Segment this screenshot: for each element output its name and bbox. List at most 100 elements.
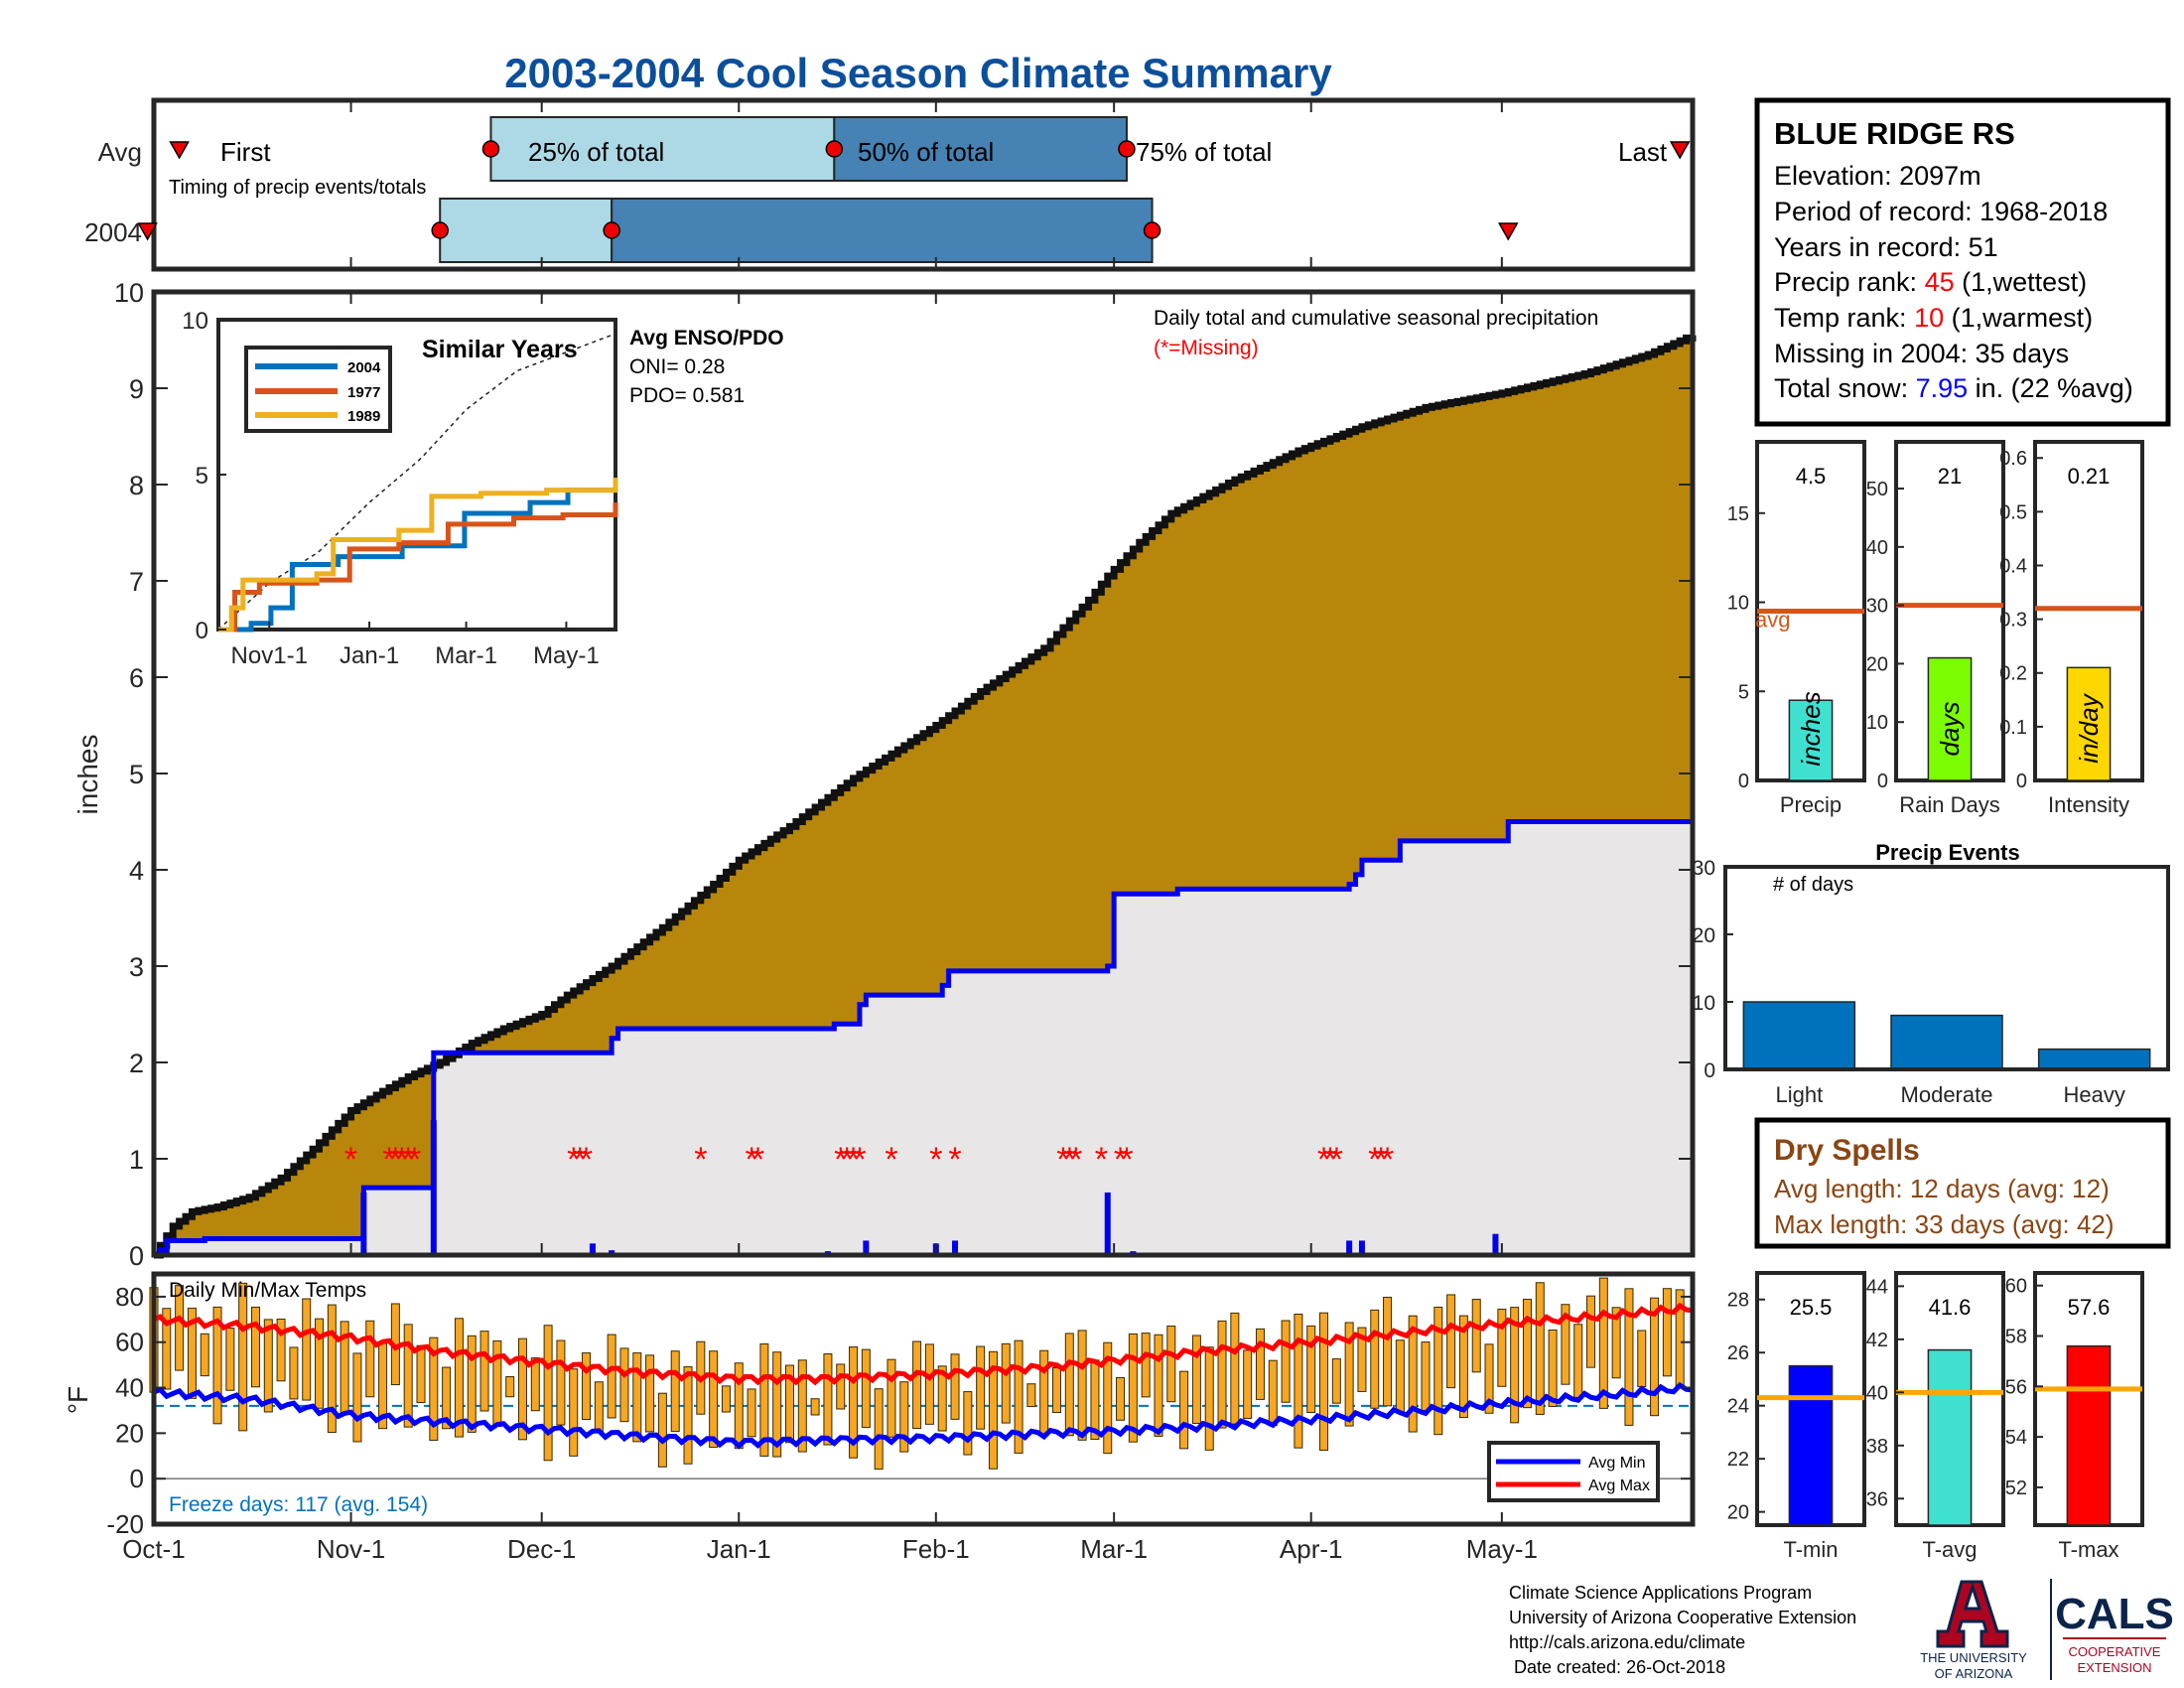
daily-temp-bar [709,1350,719,1449]
x-axis-date-label: Jan-1 [707,1534,771,1564]
timing-avg-pct-marker-0 [481,140,500,158]
daily-temp-bar [1255,1328,1265,1400]
panel-y-tick-label: 44 [1866,1276,1888,1298]
daily-temp-bar [530,1357,540,1412]
daily-temp-bar [315,1318,325,1409]
events-bar-light [1742,1001,1856,1070]
inset-series-2004 [218,488,615,633]
timing-avg-q2-box [833,116,1128,182]
missing-day-marker: * [1056,1141,1069,1179]
timing-pct75-label: 75% of total [1136,137,1272,167]
timing-2004-q2-box [611,198,1154,263]
daily-temp-bar [1370,1309,1380,1409]
daily-temp-bar [1586,1295,1596,1368]
panel-y-tick-label: 60 [2005,1276,2027,1298]
daily-temp-bar [1103,1341,1113,1455]
ua-logo-line2: OF ARIZONA [1935,1666,2013,1681]
inset-title: Similar Years [422,336,578,363]
panel-y-tick-label: 0.5 [1999,501,2027,523]
panel-y-tick-label: 50 [1866,479,1888,500]
daily-temp-bar [1484,1343,1494,1414]
inset-x-tick-label: Nov1-1 [231,642,308,669]
temp-y-tick-label: -20 [106,1509,144,1539]
inset-series-1977 [218,502,618,633]
main-y-tick-label: 4 [129,856,144,886]
daily-temp-bar [1624,1288,1634,1426]
temp-title: Daily Min/Max Temps [169,1279,366,1302]
daily-temp-bar [1637,1330,1647,1388]
panel-y-tick-label: 26 [1727,1342,1749,1364]
main-y-tick-label: 1 [129,1145,144,1175]
daily-temp-bar [556,1339,566,1426]
daily-temp-bar [162,1308,172,1390]
missing-day-marker: * [408,1141,421,1179]
daily-precip-bar [430,1120,437,1255]
missing-day-marker: * [382,1141,395,1179]
daily-temp-bar [1077,1330,1087,1441]
panel-y-tick-label: 56 [2005,1376,2027,1398]
timing-avg-pct-marker-2 [1118,140,1136,158]
panel-y-tick-label: 0 [1877,771,1888,792]
daily-temp-bar [1446,1294,1456,1389]
panel-y-tick-label: 24 [1727,1396,1749,1418]
daily-temp-bar [1306,1325,1316,1413]
avg-max-line [153,1302,1694,1386]
main-y-tick-label: 6 [129,663,144,693]
panel-y-tick-label: 0.6 [1999,448,2027,470]
missing-day-marker: * [580,1141,593,1179]
missing-day-marker: * [1330,1141,1343,1179]
daily-temp-bar [1522,1299,1532,1409]
daily-temp-bar [454,1318,464,1438]
daily-temp-bar [429,1336,439,1441]
panel-y-tick-label: 0.1 [1999,717,2027,739]
inset-y-tick-label: 5 [196,463,208,490]
daily-temp-bar [492,1339,502,1428]
main-y-tick-label: 2 [129,1049,144,1078]
panel-value-label-T-avg: 41.6 [1929,1295,1972,1320]
panel-y-tick-label: 0.4 [1999,555,2027,577]
panel-y-tick-label: 20 [1727,1502,1749,1524]
events-bar-moderate [1890,1014,2003,1070]
daily-temp-bar [1357,1327,1367,1392]
events-category-label: Moderate [1901,1082,1993,1107]
missing-day-marker: * [1323,1141,1336,1179]
daily-temp-bar [912,1340,922,1430]
daily-temp-bar [1433,1306,1443,1436]
panel-bar-T-avg [1927,1348,1973,1526]
x-axis-date-label: May-1 [1466,1534,1538,1564]
daily-temp-bar [263,1319,273,1413]
timing-2004-pct-marker-1 [603,221,620,239]
inset-legend-1977: 1977 [347,384,380,401]
cals-logo-coop2: EXTENSION [2077,1660,2151,1675]
missing-day-marker: * [1368,1141,1381,1179]
panel-y-tick-label: 15 [1727,503,1749,525]
missing-day-marker: * [948,1141,961,1179]
missing-day-marker: * [1375,1141,1388,1179]
enso-title: Avg ENSO/PDO [629,327,784,350]
panel-category-label-Precip: Precip [1780,792,1842,817]
panel-avg-label: avg [1755,608,1790,633]
missing-day-marker: * [929,1141,942,1179]
daily-temp-bar [1344,1322,1354,1427]
daily-temp-bar [1191,1335,1201,1424]
daily-temp-bar [899,1381,909,1453]
daily-temp-bar [747,1388,756,1438]
daily-temp-bar [772,1351,782,1458]
daily-temp-bar [238,1282,248,1432]
timing-row-label-2004: 2004 [84,217,142,247]
panel-category-label-T-min: T-min [1784,1537,1839,1562]
daily-precip-bar [1492,1233,1499,1255]
panel-bar-Precip [1788,699,1834,781]
timing-avg-last-marker [1669,141,1691,160]
missing-day-marker: * [847,1141,860,1179]
daily-temp-bar [1535,1282,1545,1415]
daily-precip-bar [863,1240,870,1255]
timing-caption: Timing of precip events/totals [169,177,426,199]
daily-temp-bar [861,1348,871,1429]
events-title: Precip Events [1875,840,2020,865]
panel-bar-T-max [2066,1344,2112,1526]
timing-2004-q1-box [439,198,614,263]
missing-day-marker: * [389,1141,402,1179]
